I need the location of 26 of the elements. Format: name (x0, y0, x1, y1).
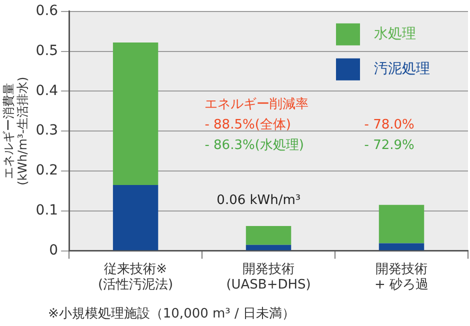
y-tick-label: 0.4 (36, 82, 58, 99)
bar (246, 226, 292, 245)
x-tick-label: 開発技術 + 砂ろ過 (374, 262, 429, 293)
y-axis-title: エネルギー消費量 (kWh/m³-生活排水) (1, 76, 30, 186)
annotation: 0.06 kWh/m³ (216, 192, 301, 208)
bar (112, 184, 158, 250)
annotation: - 72.9% (364, 138, 414, 153)
y-tick-label: 0.1 (36, 202, 58, 219)
text: ※小規模処理施設（10,000 m³ / 日未満） (48, 306, 296, 322)
y-tick-label: 0 (49, 242, 58, 258)
y-tick-label: 0.3 (36, 122, 58, 139)
y-tick-label: 0.2 (36, 162, 58, 179)
x-tick-label: 従来技術※ (活性汚泥法) (98, 262, 174, 293)
y-tick-label: 0.5 (36, 42, 58, 59)
annotation: - 86.3%(水処理) (204, 138, 304, 153)
bar (112, 42, 158, 185)
x-tick-label: 開発技術 (UASB+DHS) (226, 262, 311, 293)
legend-label: 水処理 (374, 26, 416, 42)
bar (378, 243, 424, 250)
y-tick-label: 0.6 (36, 3, 58, 20)
bar (246, 244, 292, 250)
annotation: エネルギー削減率 (204, 96, 309, 112)
annotation: - 78.0% (364, 117, 414, 132)
bar (378, 204, 424, 244)
legend-label: 汚泥処理 (374, 61, 430, 78)
annotation: - 88.5%(全体) (204, 117, 291, 132)
